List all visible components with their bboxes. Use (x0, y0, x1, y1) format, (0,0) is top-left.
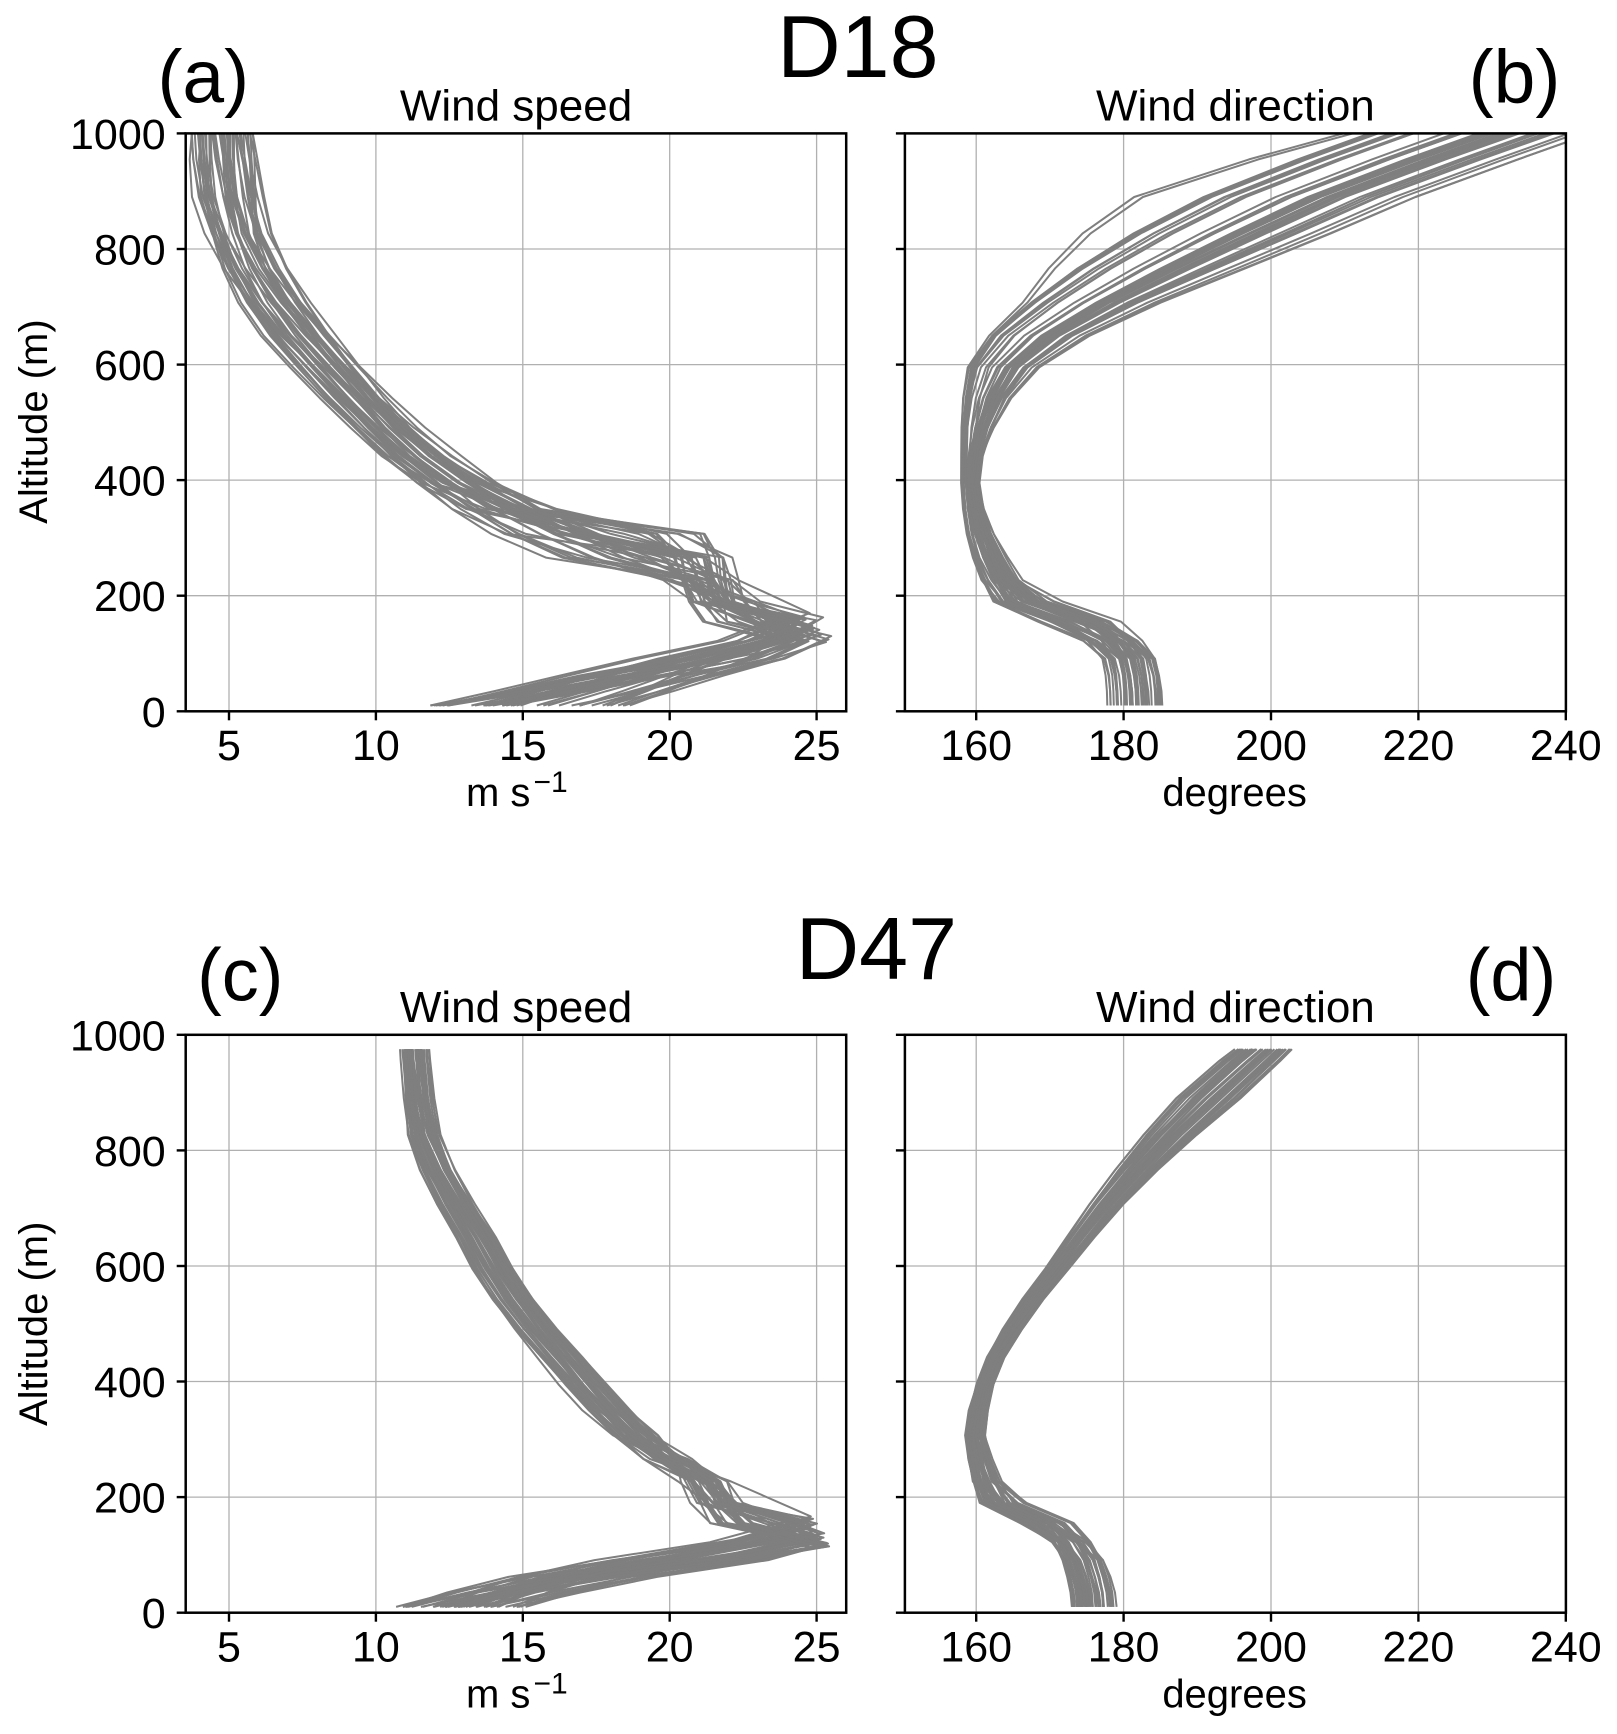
svg-text:Altitude (m): Altitude (m) (12, 1222, 56, 1427)
svg-text:Wind speed: Wind speed (400, 81, 632, 130)
svg-text:(a): (a) (157, 34, 249, 118)
svg-text:160: 160 (940, 722, 1012, 770)
svg-text:200: 200 (94, 573, 166, 621)
svg-text:20: 20 (646, 722, 694, 770)
svg-text:m s−1: m s −1 (466, 1667, 568, 1716)
svg-text:5: 5 (217, 1623, 241, 1671)
svg-text:600: 600 (94, 342, 166, 390)
svg-text:0: 0 (142, 1590, 166, 1638)
svg-text:240: 240 (1530, 722, 1602, 770)
svg-text:degrees: degrees (1162, 1672, 1307, 1716)
svg-text:20: 20 (646, 1623, 694, 1671)
svg-text:200: 200 (1235, 1623, 1307, 1671)
svg-text:Wind direction: Wind direction (1096, 983, 1375, 1032)
svg-text:Altitude (m): Altitude (m) (12, 319, 56, 523)
svg-text:1000: 1000 (70, 111, 166, 159)
svg-text:D18: D18 (777, 0, 938, 96)
svg-text:200: 200 (1235, 722, 1307, 770)
svg-text:degrees: degrees (1162, 771, 1307, 815)
svg-text:180: 180 (1088, 1623, 1160, 1671)
svg-text:5: 5 (217, 722, 241, 770)
svg-text:(c): (c) (197, 934, 283, 1017)
svg-text:220: 220 (1383, 1623, 1455, 1671)
svg-text:(b): (b) (1469, 34, 1561, 118)
svg-text:180: 180 (1088, 722, 1160, 770)
svg-text:240: 240 (1530, 1623, 1602, 1671)
svg-text:10: 10 (352, 1623, 400, 1671)
svg-text:220: 220 (1383, 722, 1455, 770)
svg-text:15: 15 (499, 1623, 547, 1671)
svg-text:Wind direction: Wind direction (1096, 81, 1375, 130)
svg-text:400: 400 (94, 1359, 166, 1407)
svg-text:15: 15 (499, 722, 547, 770)
svg-text:10: 10 (352, 722, 400, 770)
svg-text:800: 800 (94, 1128, 166, 1176)
svg-text:200: 200 (94, 1475, 166, 1523)
svg-text:800: 800 (94, 227, 166, 275)
svg-text:400: 400 (94, 458, 166, 506)
svg-text:600: 600 (94, 1244, 166, 1292)
svg-text:D47: D47 (796, 899, 957, 998)
svg-text:160: 160 (940, 1623, 1012, 1671)
svg-text:Wind speed: Wind speed (400, 983, 632, 1032)
svg-text:25: 25 (793, 1623, 841, 1671)
svg-text:1000: 1000 (70, 1012, 166, 1060)
svg-text:0: 0 (142, 689, 166, 737)
svg-text:25: 25 (793, 722, 841, 770)
svg-text:(d): (d) (1466, 934, 1556, 1017)
